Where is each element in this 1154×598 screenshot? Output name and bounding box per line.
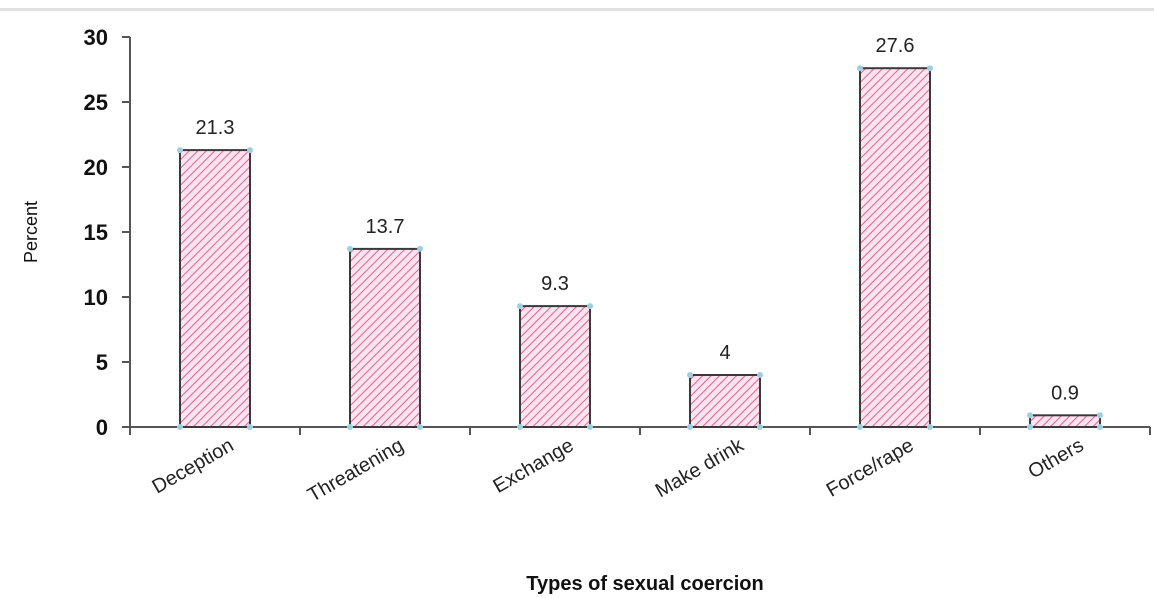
bar — [349, 247, 421, 428]
bar-corner-marker — [687, 372, 693, 378]
bar — [179, 149, 251, 428]
x-tick-label: Deception — [149, 434, 238, 498]
data-label: 4 — [719, 342, 730, 364]
x-tick-label: Exchange — [489, 434, 577, 498]
bar — [1029, 414, 1101, 428]
y-tick-label: 5 — [96, 350, 108, 375]
bar-corner-marker — [247, 424, 253, 430]
bar-corner-marker — [1027, 412, 1033, 419]
x-tick-label: Threatening — [304, 434, 407, 506]
bar-corner-marker — [417, 424, 423, 430]
axes — [122, 36, 1151, 435]
bar-corner-marker — [687, 424, 693, 430]
bar-corner-marker — [757, 372, 763, 378]
x-tick-label: Force/rape — [823, 434, 918, 501]
x-axis-title: Types of sexual coercion — [526, 573, 764, 595]
data-label: 13.7 — [366, 216, 405, 238]
y-tick-label: 15 — [84, 220, 108, 245]
bar — [519, 305, 591, 429]
y-tick-label: 20 — [84, 155, 108, 180]
bar — [689, 374, 761, 428]
y-tick-label: 25 — [84, 90, 108, 115]
y-axis-title: Percent — [21, 201, 41, 263]
bars — [177, 65, 1103, 430]
bar-corner-marker — [1097, 424, 1103, 430]
bar-corner-marker — [757, 424, 763, 430]
data-label: 9.3 — [541, 273, 569, 295]
bar-corner-marker — [347, 245, 353, 252]
bar-corner-marker — [927, 424, 933, 430]
x-tick-label: Make drink — [652, 434, 749, 502]
bar-corner-marker — [927, 65, 933, 72]
y-tick-label: 0 — [96, 415, 108, 440]
bar-corner-marker — [1097, 412, 1103, 419]
x-tick-label: Others — [1025, 434, 1088, 483]
top-divider — [0, 8, 1154, 11]
data-label: 0.9 — [1051, 382, 1079, 404]
data-label: 27.6 — [876, 35, 915, 57]
bar-corner-marker — [587, 424, 593, 430]
bar-corner-marker — [417, 245, 423, 252]
bar-corner-marker — [247, 147, 253, 154]
y-tick-label: 30 — [84, 25, 108, 50]
bar-corner-marker — [857, 65, 863, 72]
bar-corner-marker — [177, 147, 183, 154]
bar-corner-marker — [177, 424, 183, 430]
bar-corner-marker — [347, 424, 353, 430]
bar-corner-marker — [587, 303, 593, 310]
data-label: 21.3 — [196, 117, 235, 139]
bar-corner-marker — [517, 303, 523, 310]
bar-corner-marker — [857, 424, 863, 430]
bar-corner-marker — [1027, 424, 1033, 430]
y-tick-label: 10 — [84, 285, 108, 310]
bar-corner-marker — [517, 424, 523, 430]
bar — [859, 67, 931, 428]
